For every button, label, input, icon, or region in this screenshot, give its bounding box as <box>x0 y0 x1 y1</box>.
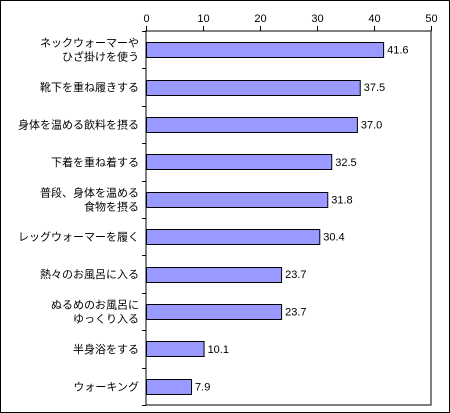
value-label-3: 32.5 <box>335 157 356 169</box>
bar-7 <box>146 304 283 320</box>
value-label-1: 37.5 <box>364 82 385 94</box>
category-label-4-0: 普段、身体を温める <box>40 185 139 199</box>
category-label-1: 靴下を重ね履きする <box>40 80 139 94</box>
bar-6 <box>146 267 283 283</box>
x-tick-label-5: 50 <box>425 13 437 25</box>
x-tick-label-4: 40 <box>368 13 380 25</box>
category-label-2: 身体を温める飲料を摂る <box>18 118 139 132</box>
value-label-5: 30.4 <box>323 232 344 244</box>
value-label-7: 23.7 <box>285 307 306 319</box>
value-label-6: 23.7 <box>285 269 306 281</box>
category-label-9: ウォーキング <box>73 379 139 393</box>
bar-4 <box>146 192 329 208</box>
category-label-0-1: ひざ掛けを使う <box>62 50 139 64</box>
category-label-0-0: ネックウォーマーや <box>40 37 139 50</box>
x-tick-label-0: 0 <box>143 13 149 25</box>
category-label-4-1: 食物を摂る <box>84 199 139 213</box>
bar-3 <box>146 154 333 170</box>
category-label-8: 半身浴をする <box>73 342 139 356</box>
category-label-7-0: ぬるめのお風呂に <box>51 299 139 312</box>
value-label-2: 37.0 <box>361 120 382 132</box>
bar-5 <box>146 229 321 245</box>
bar-2 <box>146 117 358 133</box>
category-label-7-1: ゆっくり入る <box>73 313 139 326</box>
bar-9 <box>146 379 193 395</box>
x-tick-label-1: 10 <box>197 13 209 25</box>
category-label-3: 下着を重ね着する <box>51 155 139 169</box>
value-label-8: 10.1 <box>208 344 229 356</box>
value-label-4: 31.8 <box>331 194 352 206</box>
category-label-6: 熱々のお風呂に入る <box>40 268 139 281</box>
category-label-5: レッグウォーマーを履く <box>18 230 139 244</box>
x-tick-label-2: 20 <box>254 13 266 25</box>
x-tick-label-3: 30 <box>311 13 323 25</box>
value-label-9: 7.9 <box>195 381 210 393</box>
bar-0 <box>146 42 385 58</box>
bar-8 <box>146 341 205 357</box>
bar-1 <box>146 80 361 96</box>
value-label-0: 41.6 <box>387 45 408 57</box>
